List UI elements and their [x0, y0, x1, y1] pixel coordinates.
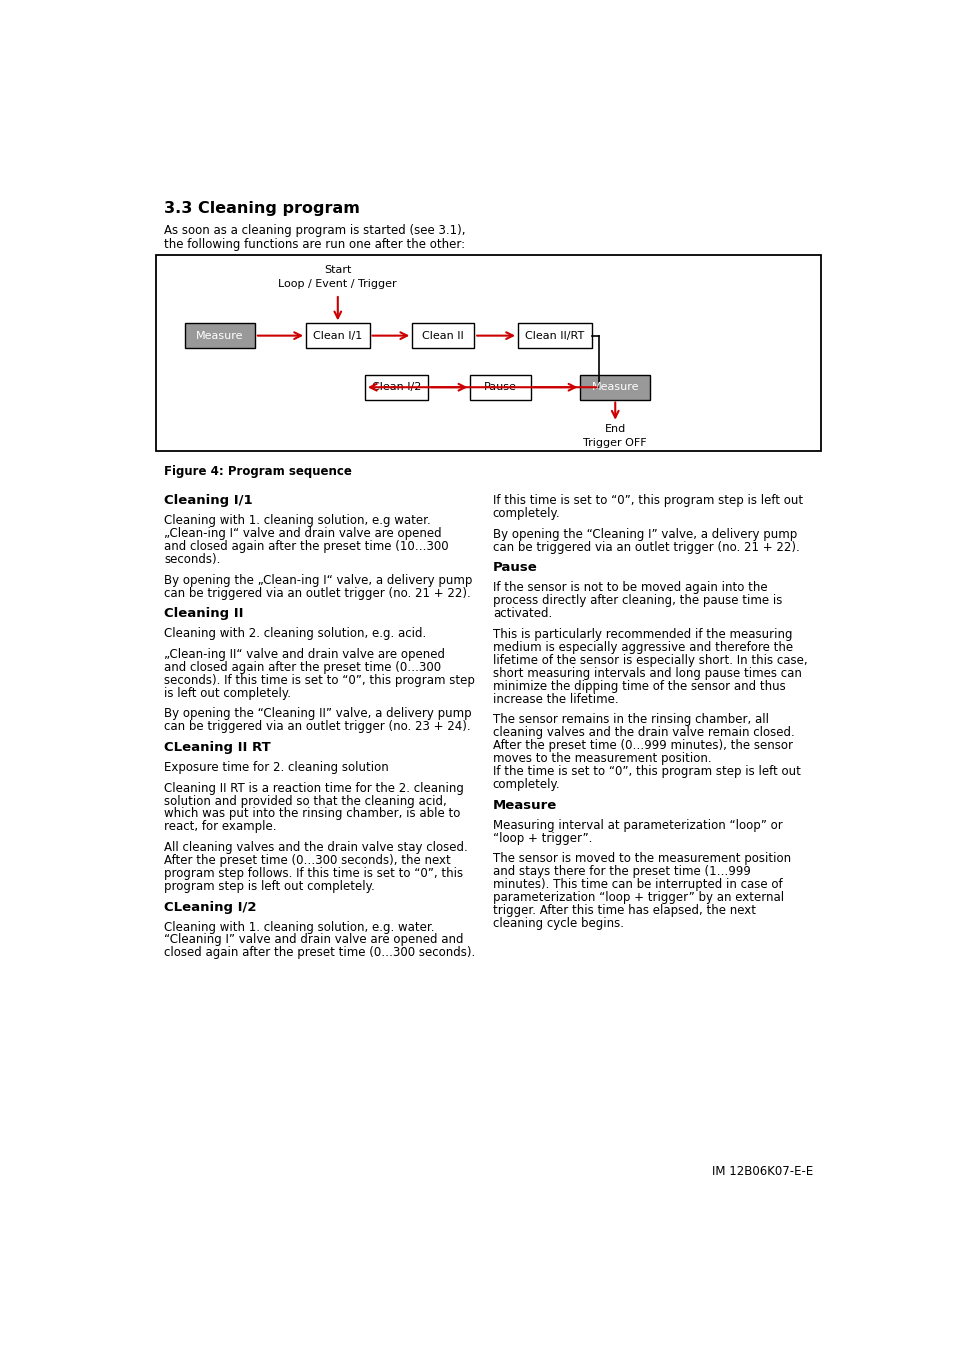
Bar — [156, 255, 821, 451]
Text: Measure: Measure — [591, 382, 639, 393]
Text: After the preset time (0…300 seconds), the next: After the preset time (0…300 seconds), t… — [164, 855, 451, 867]
Text: Clean II: Clean II — [422, 331, 463, 340]
Text: trigger. After this time has elapsed, the next: trigger. After this time has elapsed, th… — [493, 904, 755, 917]
Text: program step follows. If this time is set to “0”, this: program step follows. If this time is se… — [164, 867, 463, 880]
Text: Clean II/RT: Clean II/RT — [524, 331, 584, 340]
Text: completely.: completely. — [493, 778, 559, 791]
Text: completely.: completely. — [493, 508, 559, 520]
Text: increase the lifetime.: increase the lifetime. — [493, 693, 618, 706]
Text: If this time is set to “0”, this program step is left out: If this time is set to “0”, this program… — [493, 494, 802, 508]
Text: Trigger OFF: Trigger OFF — [583, 439, 646, 448]
Text: If the sensor is not to be moved again into the: If the sensor is not to be moved again i… — [493, 582, 766, 594]
Text: Cleaning I/1: Cleaning I/1 — [164, 494, 253, 508]
Text: CLeaning II RT: CLeaning II RT — [164, 741, 271, 753]
Text: The sensor remains in the rinsing chamber, all: The sensor remains in the rinsing chambe… — [493, 713, 768, 726]
Text: cleaning valves and the drain valve remain closed.: cleaning valves and the drain valve rema… — [493, 726, 794, 740]
Text: can be triggered via an outlet trigger (no. 21 + 22).: can be triggered via an outlet trigger (… — [493, 541, 799, 554]
Text: react, for example.: react, for example. — [164, 821, 276, 833]
Text: „Clean­ing II“ valve and drain valve are opened: „Clean­ing II“ valve and drain valve are… — [164, 648, 445, 662]
Text: which was put into the rinsing chamber, is able to: which was put into the rinsing chamber, … — [164, 807, 460, 821]
Text: minimize the dipping time of the sensor and thus: minimize the dipping time of the sensor … — [493, 679, 784, 693]
Bar — [185, 323, 254, 348]
Text: By opening the „Clean­ing I“ valve, a delivery pump: By opening the „Clean­ing I“ valve, a de… — [164, 574, 472, 587]
Text: and closed again after the preset time (0…300: and closed again after the preset time (… — [164, 662, 441, 674]
Text: Loop / Event / Trigger: Loop / Event / Trigger — [278, 279, 396, 289]
Text: End: End — [604, 424, 625, 435]
Text: By opening the “Cleaning I” valve, a delivery pump: By opening the “Cleaning I” valve, a del… — [493, 528, 796, 541]
Text: Clean I/2: Clean I/2 — [372, 382, 421, 393]
Text: seconds). If this time is set to “0”, this program step: seconds). If this time is set to “0”, th… — [164, 674, 475, 687]
Text: Clean I/1: Clean I/1 — [313, 331, 362, 340]
Bar — [579, 375, 649, 400]
Text: can be triggered via an outlet trigger (no. 23 + 24).: can be triggered via an outlet trigger (… — [164, 721, 471, 733]
Text: „Clean­ing I“ valve and drain valve are opened: „Clean­ing I“ valve and drain valve are … — [164, 528, 441, 540]
Text: solution and provided so that the cleaning acid,: solution and provided so that the cleani… — [164, 795, 447, 807]
Text: and stays there for the preset time (1…999: and stays there for the preset time (1…9… — [493, 865, 750, 878]
Text: seconds).: seconds). — [164, 554, 220, 566]
Text: and closed again after the preset time (10…300: and closed again after the preset time (… — [164, 540, 448, 553]
Text: By opening the “Cleaning II” valve, a delivery pump: By opening the “Cleaning II” valve, a de… — [164, 707, 472, 721]
Bar — [470, 375, 530, 400]
Text: program step is left out completely.: program step is left out completely. — [164, 880, 375, 892]
Text: Cleaning II: Cleaning II — [164, 608, 243, 620]
Text: process directly after cleaning, the pause time is: process directly after cleaning, the pau… — [493, 594, 781, 608]
Text: Pause: Pause — [493, 562, 537, 574]
Text: the following functions are run one after the other:: the following functions are run one afte… — [164, 238, 465, 251]
Text: closed again after the preset time (0…300 seconds).: closed again after the preset time (0…30… — [164, 946, 475, 960]
Text: IM 12B06K07-E-E: IM 12B06K07-E-E — [712, 1165, 813, 1179]
Text: can be triggered via an outlet trigger (no. 21 + 22).: can be triggered via an outlet trigger (… — [164, 587, 471, 599]
Text: “Cleaning I” valve and drain valve are opened and: “Cleaning I” valve and drain valve are o… — [164, 933, 463, 946]
Text: Measuring interval at parameterization “loop” or: Measuring interval at parameterization “… — [493, 818, 781, 832]
Bar — [306, 323, 369, 348]
Text: Cleaning with 1. cleaning solution, e.g water.: Cleaning with 1. cleaning solution, e.g … — [164, 514, 431, 528]
Text: Start: Start — [324, 265, 351, 275]
Text: If the time is set to “0”, this program step is left out: If the time is set to “0”, this program … — [493, 765, 800, 778]
Text: minutes). This time can be interrupted in case of: minutes). This time can be interrupted i… — [493, 878, 781, 891]
Bar — [412, 323, 474, 348]
Text: is left out completely.: is left out completely. — [164, 687, 291, 699]
Text: cleaning cycle begins.: cleaning cycle begins. — [493, 917, 623, 930]
Text: Measure: Measure — [196, 331, 244, 340]
Text: Measure: Measure — [493, 799, 557, 811]
Bar — [517, 323, 591, 348]
Text: short measuring intervals and long pause times can: short measuring intervals and long pause… — [493, 667, 801, 680]
Text: Cleaning with 1. cleaning solution, e.g. water.: Cleaning with 1. cleaning solution, e.g.… — [164, 921, 435, 934]
Text: All cleaning valves and the drain valve stay closed.: All cleaning valves and the drain valve … — [164, 841, 468, 855]
Text: Cleaning with 2. cleaning solution, e.g. acid.: Cleaning with 2. cleaning solution, e.g.… — [164, 628, 426, 640]
Text: “loop + trigger”.: “loop + trigger”. — [493, 832, 592, 845]
Text: Exposure time for 2. cleaning solution: Exposure time for 2. cleaning solution — [164, 761, 389, 774]
Text: Cleaning II RT is a reaction time for the 2. cleaning: Cleaning II RT is a reaction time for th… — [164, 782, 463, 795]
Text: parameterization “loop + trigger” by an external: parameterization “loop + trigger” by an … — [493, 891, 783, 904]
Bar — [365, 375, 428, 400]
Text: The sensor is moved to the measurement position: The sensor is moved to the measurement p… — [493, 852, 790, 865]
Text: activated.: activated. — [493, 608, 552, 620]
Text: medium is especially aggressive and therefore the: medium is especially aggressive and ther… — [493, 641, 792, 653]
Text: CLeaning I/2: CLeaning I/2 — [164, 900, 256, 914]
Text: As soon as a cleaning program is started (see 3.1),: As soon as a cleaning program is started… — [164, 224, 465, 236]
Text: Figure 4: Program sequence: Figure 4: Program sequence — [164, 464, 352, 478]
Text: moves to the measurement position.: moves to the measurement position. — [493, 752, 711, 765]
Text: 3.3 Cleaning program: 3.3 Cleaning program — [164, 201, 359, 216]
Text: After the preset time (0…999 minutes), the sensor: After the preset time (0…999 minutes), t… — [493, 738, 792, 752]
Text: Pause: Pause — [483, 382, 517, 393]
Text: This is particularly recommended if the measuring: This is particularly recommended if the … — [493, 628, 792, 641]
Text: lifetime of the sensor is especially short. In this case,: lifetime of the sensor is especially sho… — [493, 653, 806, 667]
